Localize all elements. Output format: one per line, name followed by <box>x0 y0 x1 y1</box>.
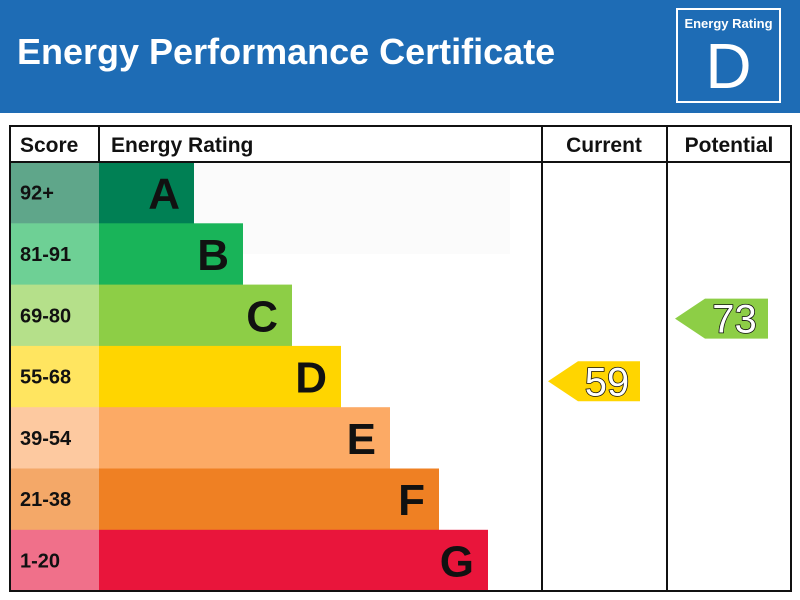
score-cell <box>10 162 99 224</box>
potential-rating-arrow <box>675 298 768 339</box>
column-header: Score <box>20 134 78 157</box>
band-bar <box>99 407 390 469</box>
current-rating-arrow-value: 59 <box>585 360 630 404</box>
score-label: 1-20 <box>20 550 60 572</box>
band-letter: F <box>398 476 425 525</box>
score-cell <box>10 345 99 408</box>
band-bar <box>99 345 341 408</box>
band-letter: C <box>246 292 278 341</box>
current-rating-arrow <box>548 361 640 402</box>
table-border <box>9 125 792 592</box>
band-letter: A <box>148 170 180 219</box>
score-label: 55-68 <box>20 367 71 389</box>
column-header: Potential <box>685 134 774 157</box>
score-cell <box>10 468 99 531</box>
band-bar <box>99 284 292 347</box>
band-letter: G <box>440 537 474 586</box>
band-bar <box>99 529 488 592</box>
band-letter: B <box>197 231 229 280</box>
score-cell <box>10 284 99 347</box>
band-letter: E <box>347 415 376 464</box>
band-letter: D <box>295 354 327 403</box>
potential-rating-arrow-value: 73 <box>712 298 757 342</box>
column-header: Current <box>566 134 642 157</box>
badge-caption: Energy Rating <box>684 16 773 31</box>
band-bar <box>99 162 194 224</box>
badge-letter: D <box>705 30 752 102</box>
score-cell <box>10 529 99 592</box>
score-cell <box>10 223 99 286</box>
score-label: 81-91 <box>20 244 71 266</box>
chart-background <box>194 162 510 254</box>
score-label: 21-38 <box>20 489 71 511</box>
score-cell <box>10 407 99 469</box>
band-bar <box>99 223 243 286</box>
column-header: Energy Rating <box>111 134 253 157</box>
energy-rating-badge: Energy Rating D <box>676 8 781 103</box>
page-title: Energy Performance Certificate <box>17 31 556 72</box>
score-label: 92+ <box>20 183 54 205</box>
score-label: 39-54 <box>20 428 72 450</box>
header-bar: Energy Performance Certificate Energy Ra… <box>0 0 800 113</box>
band-bar <box>99 468 439 531</box>
score-label: 69-80 <box>20 305 71 327</box>
